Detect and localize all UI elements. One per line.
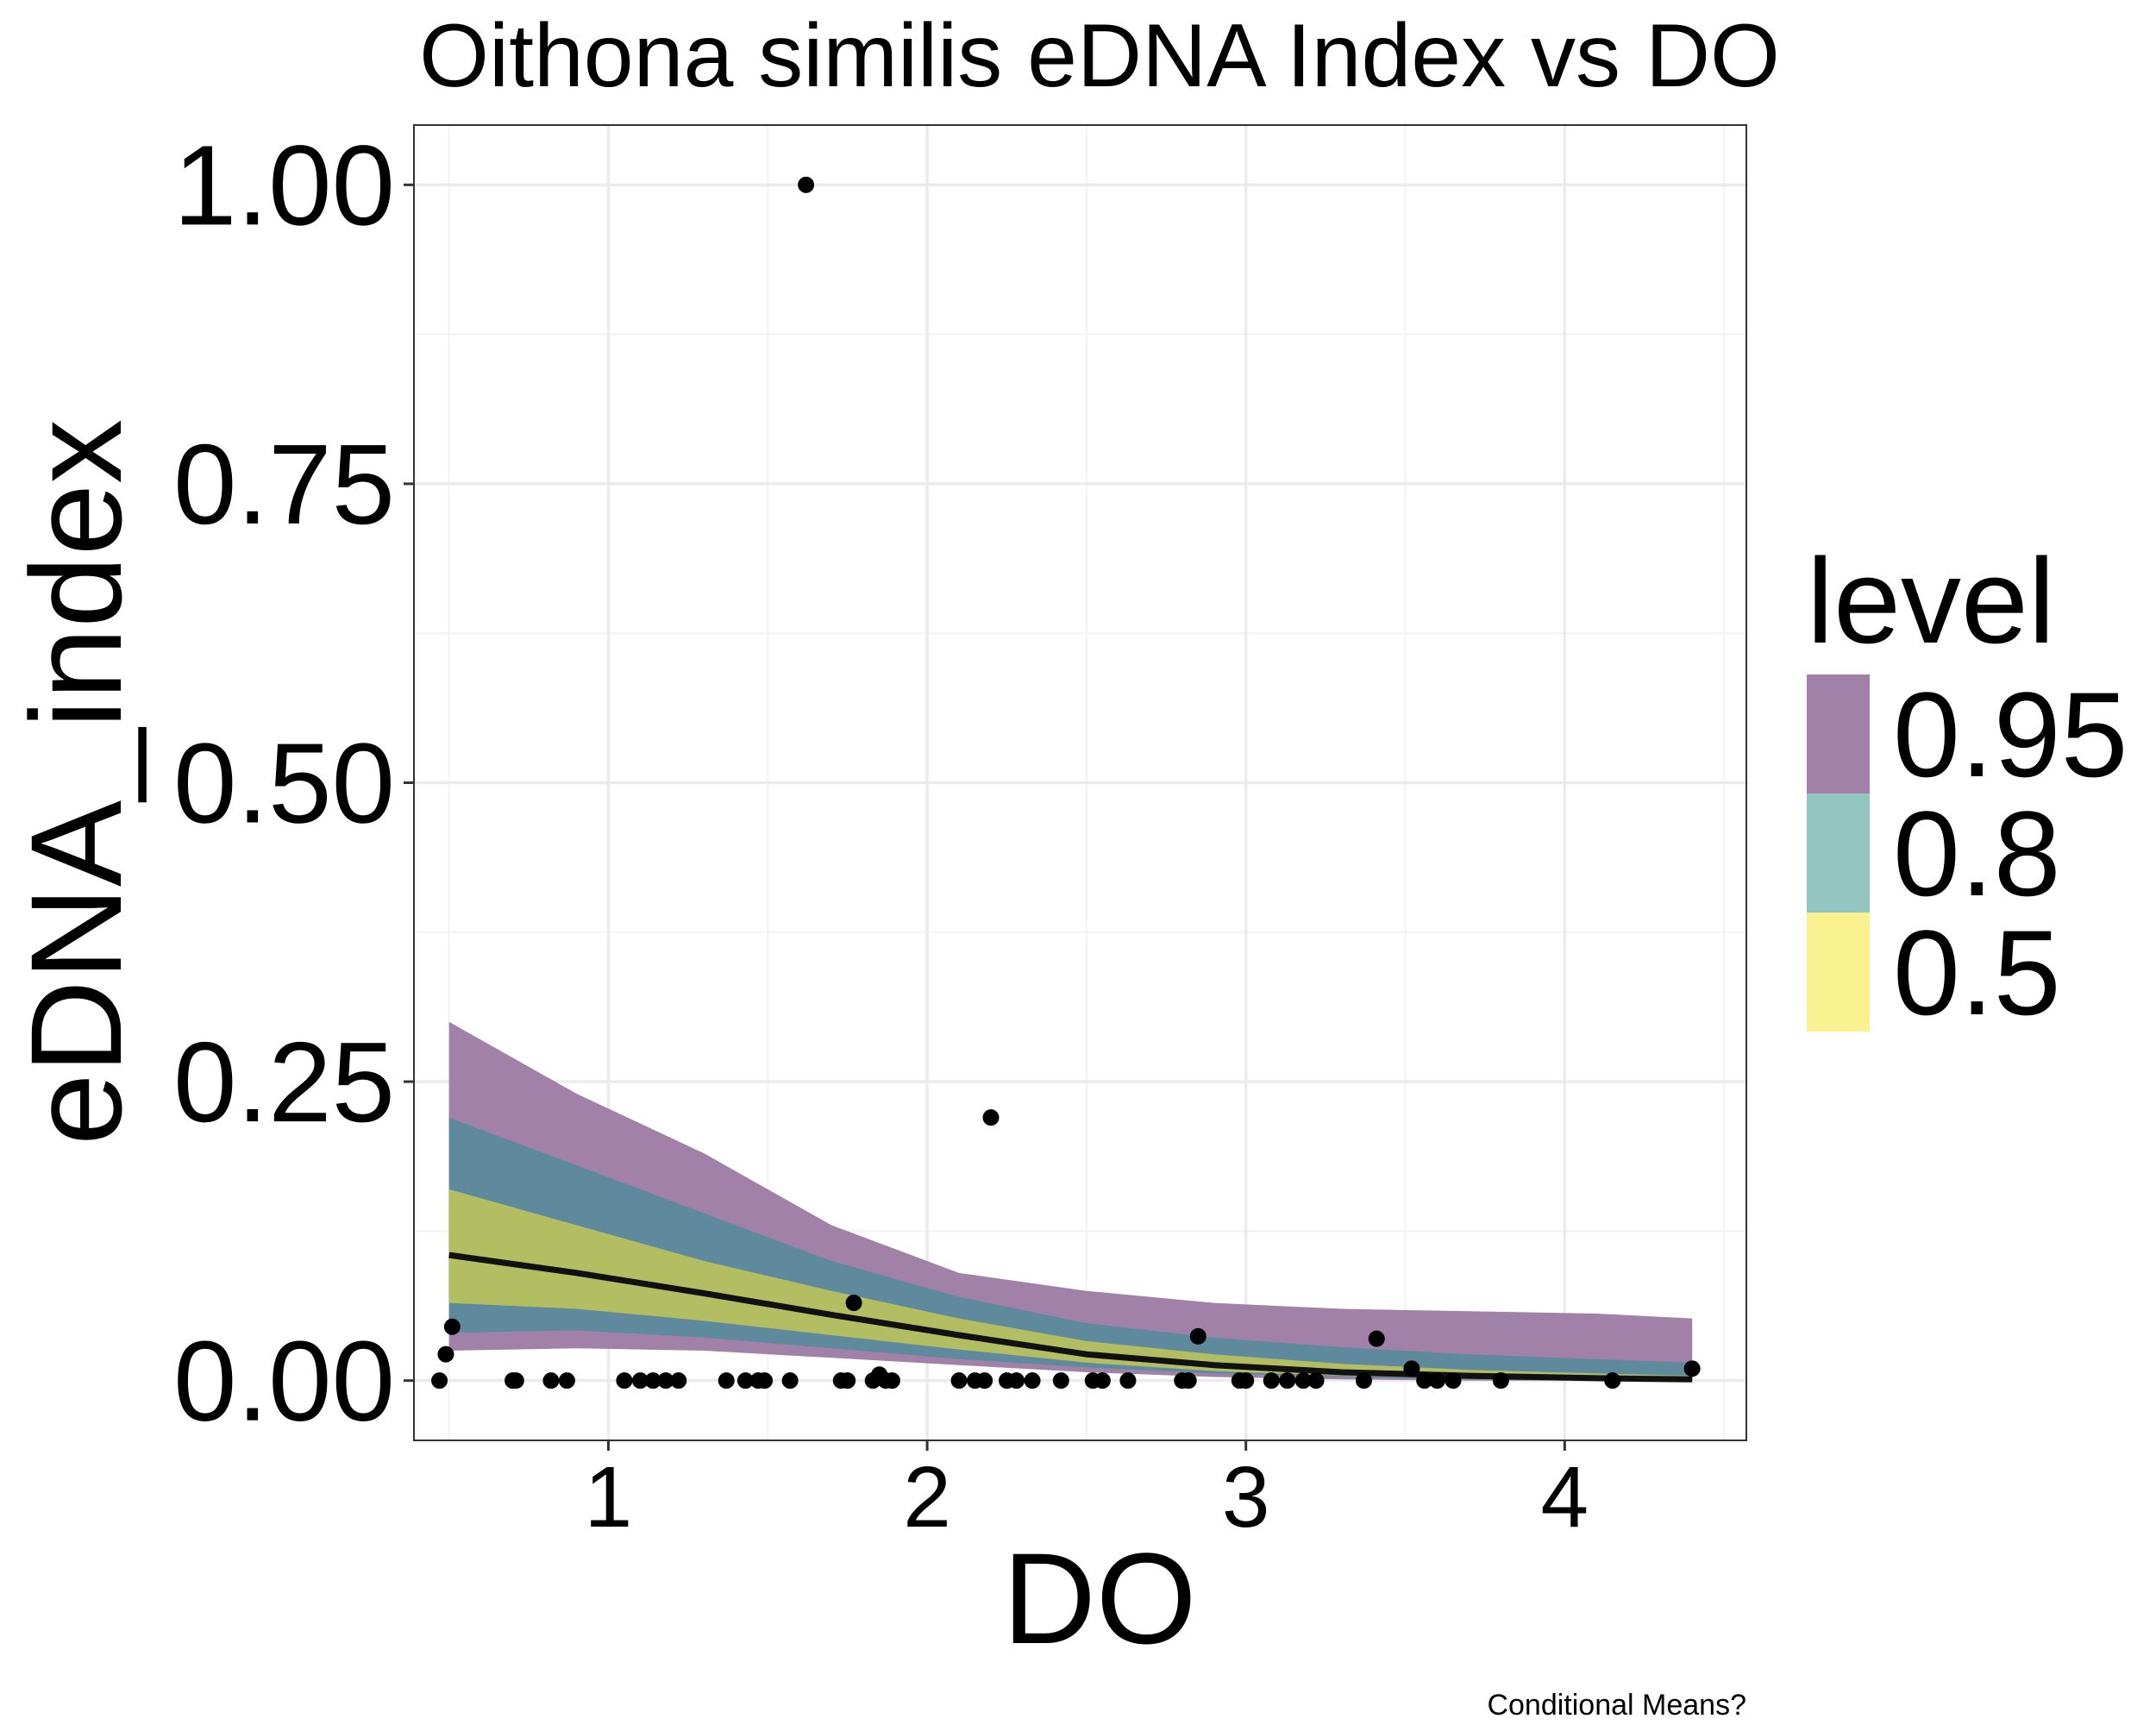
- x-tick-label-2: 3: [1222, 1449, 1270, 1546]
- y-tick-label-2: 0.50: [173, 720, 395, 847]
- data-point-34: [1094, 1372, 1111, 1389]
- legend-items: 0.950.80.5: [1807, 667, 2128, 1040]
- y-tick-label-0: 0.00: [173, 1318, 395, 1445]
- chart-caption: Conditional Means?: [1487, 1689, 1746, 1722]
- data-point-44: [1307, 1372, 1325, 1389]
- data-point-50: [1445, 1372, 1462, 1389]
- x-axis: 1 2 3 4: [585, 1440, 1589, 1546]
- band-layer: [448, 1021, 1693, 1381]
- data-point-9: [644, 1372, 661, 1389]
- line-layer: [448, 1251, 1693, 1383]
- legend-swatch-2: [1807, 913, 1870, 1032]
- data-point-37: [1180, 1372, 1197, 1389]
- data-point-20: [845, 1295, 862, 1312]
- data-point-49: [1428, 1372, 1445, 1389]
- point-layer: [431, 176, 1701, 1389]
- data-point-8: [631, 1372, 649, 1389]
- y-tick-label-4: 1.00: [173, 122, 395, 248]
- data-point-40: [1238, 1372, 1255, 1389]
- data-point-28: [982, 1109, 1000, 1126]
- data-point-16: [781, 1372, 799, 1389]
- data-point-24: [883, 1372, 900, 1389]
- data-point-11: [670, 1372, 687, 1389]
- x-tick-label-0: 1: [585, 1449, 633, 1546]
- data-point-1: [437, 1346, 454, 1363]
- y-axis: 0.00 0.25 0.50 0.75 1.00: [173, 122, 414, 1445]
- data-point-45: [1355, 1372, 1372, 1389]
- data-point-41: [1263, 1372, 1280, 1389]
- x-tick-label-1: 2: [903, 1449, 951, 1546]
- legend: level 0.950.80.5: [1807, 533, 2128, 1040]
- data-point-25: [950, 1372, 968, 1389]
- data-point-52: [1604, 1372, 1621, 1389]
- data-point-27: [976, 1372, 993, 1389]
- data-point-4: [507, 1372, 524, 1389]
- data-point-31: [1024, 1372, 1041, 1389]
- data-point-6: [558, 1372, 575, 1389]
- x-tick-label-3: 4: [1541, 1449, 1589, 1546]
- data-point-0: [431, 1372, 448, 1389]
- data-point-42: [1279, 1372, 1296, 1389]
- data-point-46: [1368, 1330, 1385, 1347]
- data-point-30: [1008, 1372, 1025, 1389]
- legend-swatch-1: [1807, 794, 1870, 913]
- legend-label-1: 0.8: [1893, 786, 2061, 921]
- data-point-35: [1119, 1372, 1137, 1389]
- legend-label-2: 0.5: [1893, 905, 2061, 1040]
- data-point-7: [616, 1372, 633, 1389]
- legend-swatch-0: [1807, 674, 1870, 794]
- x-axis-label: DO: [1003, 1526, 1197, 1671]
- data-point-2: [443, 1318, 461, 1335]
- data-point-48: [1416, 1372, 1433, 1389]
- chart-title: Oithona similis eDNA Index vs DO: [419, 6, 1780, 106]
- fit-line: [448, 1251, 1693, 1383]
- y-axis-label: eDNA_index: [3, 419, 148, 1145]
- data-point-51: [1492, 1372, 1509, 1389]
- data-point-19: [839, 1372, 856, 1389]
- data-point-47: [1403, 1360, 1420, 1377]
- data-point-53: [1683, 1360, 1701, 1377]
- data-point-12: [718, 1372, 735, 1389]
- data-point-32: [1052, 1372, 1069, 1389]
- data-point-10: [657, 1372, 674, 1389]
- data-point-13: [736, 1372, 754, 1389]
- band-0_5: [448, 1189, 1693, 1381]
- y-tick-label-1: 0.25: [173, 1019, 395, 1145]
- data-point-17: [798, 176, 815, 193]
- legend-title: level: [1807, 533, 2055, 668]
- data-point-15: [756, 1372, 774, 1389]
- data-point-43: [1294, 1372, 1312, 1389]
- data-point-5: [542, 1372, 560, 1389]
- y-tick-label-3: 0.75: [173, 421, 395, 548]
- data-point-38: [1189, 1327, 1206, 1345]
- legend-label-0: 0.95: [1893, 667, 2128, 802]
